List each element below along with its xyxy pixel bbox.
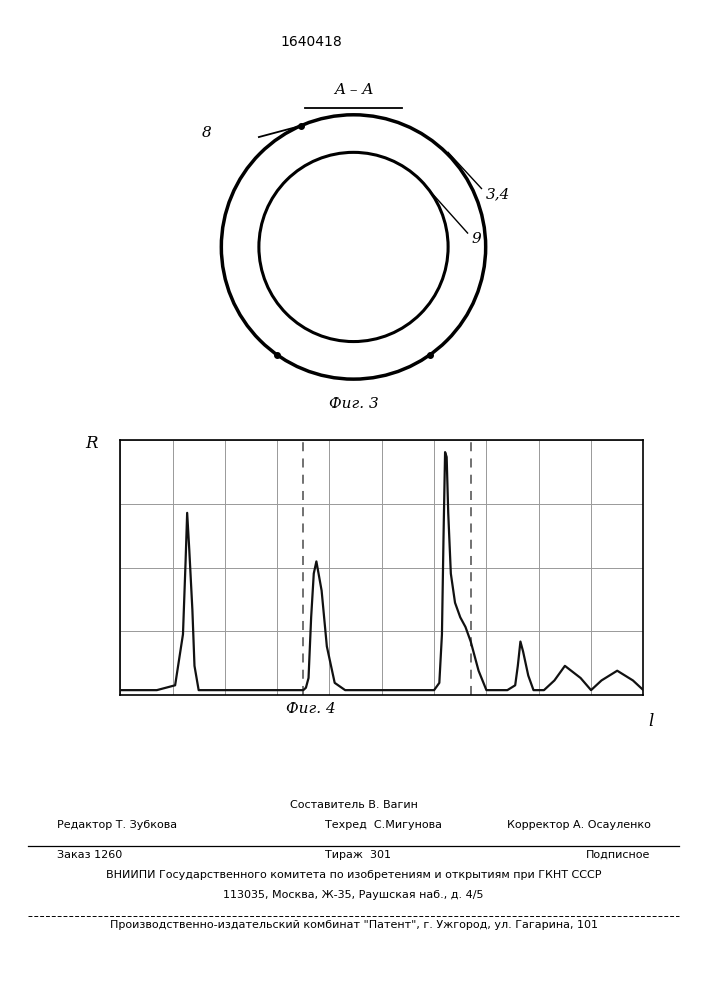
Text: Составитель В. Вагин: Составитель В. Вагин bbox=[290, 800, 417, 810]
Text: Фиг. 4: Фиг. 4 bbox=[286, 702, 336, 716]
Text: Заказ 1260: Заказ 1260 bbox=[57, 850, 122, 860]
Text: A – A: A – A bbox=[334, 83, 373, 97]
Text: Производственно-издательский комбинат "Патент", г. Ужгород, ул. Гагарина, 101: Производственно-издательский комбинат "П… bbox=[110, 920, 597, 930]
Text: 113035, Москва, Ж-35, Раушская наб., д. 4/5: 113035, Москва, Ж-35, Раушская наб., д. … bbox=[223, 890, 484, 900]
Text: R: R bbox=[85, 435, 98, 452]
Text: 1640418: 1640418 bbox=[280, 35, 342, 49]
Text: 9: 9 bbox=[472, 232, 481, 246]
Text: l: l bbox=[648, 713, 654, 730]
Text: Корректор А. Осауленко: Корректор А. Осауленко bbox=[506, 820, 650, 830]
Text: Редактор Т. Зубкова: Редактор Т. Зубкова bbox=[57, 820, 177, 830]
Text: 8: 8 bbox=[201, 126, 211, 140]
Text: 3,4: 3,4 bbox=[486, 187, 510, 201]
Text: Техред  С.Мигунова: Техред С.Мигунова bbox=[325, 820, 442, 830]
Text: ВНИИПИ Государственного комитета по изобретениям и открытиям при ГКНТ СССР: ВНИИПИ Государственного комитета по изоб… bbox=[106, 870, 601, 880]
Text: Тираж  301: Тираж 301 bbox=[325, 850, 391, 860]
Text: Фиг. 3: Фиг. 3 bbox=[329, 397, 378, 411]
Text: Подписное: Подписное bbox=[586, 850, 650, 860]
